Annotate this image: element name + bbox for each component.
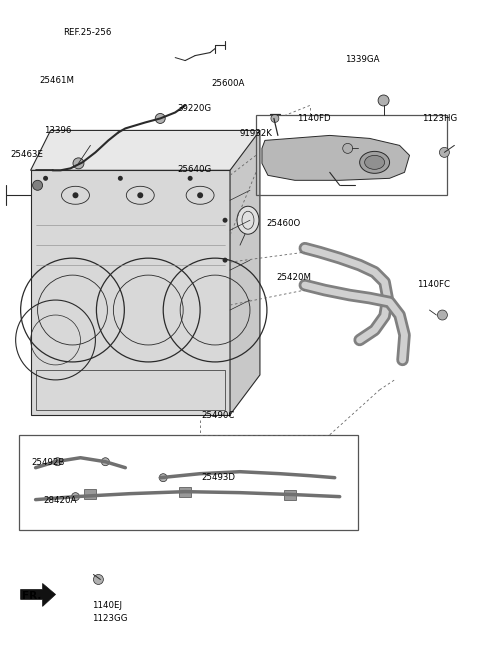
Text: 25640G: 25640G bbox=[178, 165, 212, 173]
Circle shape bbox=[378, 95, 389, 106]
Text: 25463E: 25463E bbox=[10, 150, 43, 159]
Circle shape bbox=[72, 193, 78, 198]
Polygon shape bbox=[262, 135, 409, 180]
Polygon shape bbox=[31, 170, 230, 415]
Text: 1123HG: 1123HG bbox=[422, 114, 457, 124]
Text: 1339GA: 1339GA bbox=[345, 55, 380, 64]
Circle shape bbox=[188, 176, 192, 181]
Circle shape bbox=[118, 176, 123, 181]
Text: 39220G: 39220G bbox=[178, 104, 212, 113]
Text: 25490C: 25490C bbox=[202, 411, 235, 420]
Circle shape bbox=[94, 574, 103, 585]
Ellipse shape bbox=[237, 206, 259, 234]
Text: 25600A: 25600A bbox=[211, 79, 245, 89]
Text: 25460O: 25460O bbox=[266, 219, 300, 228]
Circle shape bbox=[223, 258, 228, 263]
Circle shape bbox=[72, 493, 80, 501]
Ellipse shape bbox=[360, 151, 390, 173]
Text: 25461M: 25461M bbox=[39, 76, 74, 85]
Polygon shape bbox=[179, 487, 191, 497]
Polygon shape bbox=[21, 583, 56, 606]
Polygon shape bbox=[31, 131, 260, 170]
Text: 1123GG: 1123GG bbox=[92, 614, 127, 623]
Polygon shape bbox=[230, 131, 260, 415]
Circle shape bbox=[197, 193, 203, 198]
Circle shape bbox=[33, 180, 43, 191]
Circle shape bbox=[43, 176, 48, 181]
Text: 25492B: 25492B bbox=[32, 459, 65, 467]
Text: 1140FC: 1140FC bbox=[417, 280, 450, 289]
Text: 25420M: 25420M bbox=[276, 273, 311, 282]
Circle shape bbox=[343, 143, 353, 153]
Circle shape bbox=[155, 114, 165, 124]
Circle shape bbox=[101, 458, 109, 466]
Ellipse shape bbox=[365, 155, 384, 170]
Text: 25493D: 25493D bbox=[202, 474, 236, 482]
Text: 1140EJ: 1140EJ bbox=[92, 600, 121, 610]
Text: 13396: 13396 bbox=[44, 126, 71, 135]
Text: 1140FD: 1140FD bbox=[298, 114, 331, 124]
Text: REF.25-256: REF.25-256 bbox=[63, 28, 111, 37]
Circle shape bbox=[73, 158, 84, 169]
Circle shape bbox=[137, 193, 144, 198]
Circle shape bbox=[223, 217, 228, 223]
Text: 91932K: 91932K bbox=[240, 129, 273, 137]
Circle shape bbox=[159, 474, 167, 482]
Polygon shape bbox=[84, 489, 96, 499]
Text: FR.: FR. bbox=[22, 591, 42, 601]
Circle shape bbox=[271, 114, 279, 122]
Polygon shape bbox=[284, 489, 296, 499]
Text: 28420A: 28420A bbox=[44, 496, 77, 505]
Circle shape bbox=[439, 147, 449, 158]
Circle shape bbox=[54, 458, 61, 466]
Circle shape bbox=[437, 310, 447, 320]
